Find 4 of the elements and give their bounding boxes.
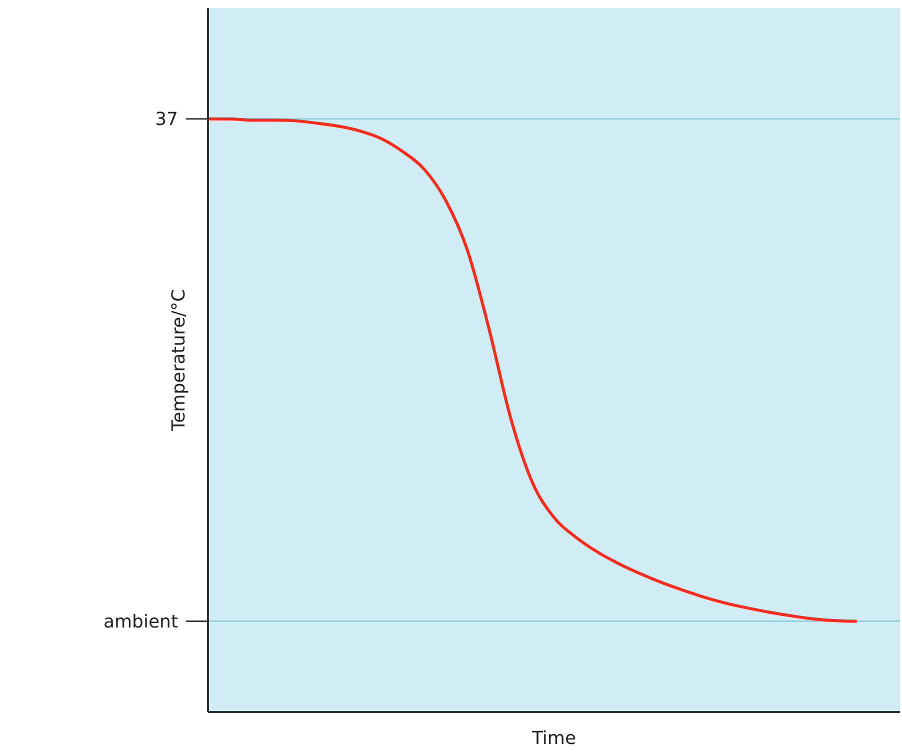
x-axis-title: Time (530, 728, 576, 749)
text: 37 (155, 108, 178, 130)
y-axis-title: Temperature/°C (168, 289, 190, 432)
text: ambient (103, 611, 178, 632)
